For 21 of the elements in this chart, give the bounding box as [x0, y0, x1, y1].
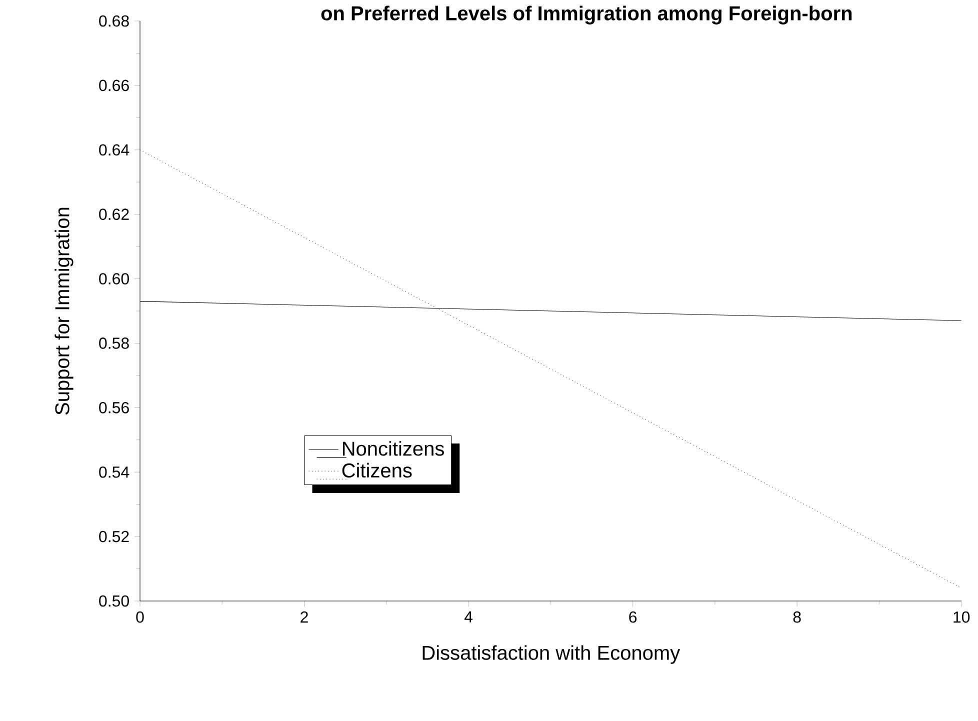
y-tick-label: 0.60	[99, 273, 129, 284]
y-tick-label: 0.58	[99, 338, 129, 349]
x-axis-title: Dissatisfaction with Economy	[422, 645, 680, 664]
y-tick-label: 0.62	[99, 208, 129, 220]
x-tick-label: 2	[300, 611, 308, 623]
x-tick-label: 10	[954, 611, 970, 623]
y-tick-label: 0.52	[99, 530, 129, 542]
y-axis-title: Support for Immigration	[54, 208, 74, 415]
y-tick-label: 0.54	[99, 466, 130, 478]
x-tick-label: 6	[629, 611, 637, 623]
y-tick-label: 0.56	[99, 402, 129, 414]
x-tick-label: 8	[793, 611, 801, 623]
y-tick-label: 0.50	[99, 595, 129, 607]
y-tick-label: 0.66	[99, 80, 129, 92]
chart-title: on Preferred Levels of Immigration among Foreign-born	[321, 6, 852, 24]
y-tick-label: 0.64	[99, 144, 130, 156]
x-tick-label: 0	[136, 611, 144, 623]
y-tick-label: 0.68	[99, 15, 129, 27]
legend-label: Citizens	[342, 462, 412, 478]
x-tick-label: 4	[464, 611, 473, 622]
legend-label: Noncitizens	[342, 441, 444, 456]
